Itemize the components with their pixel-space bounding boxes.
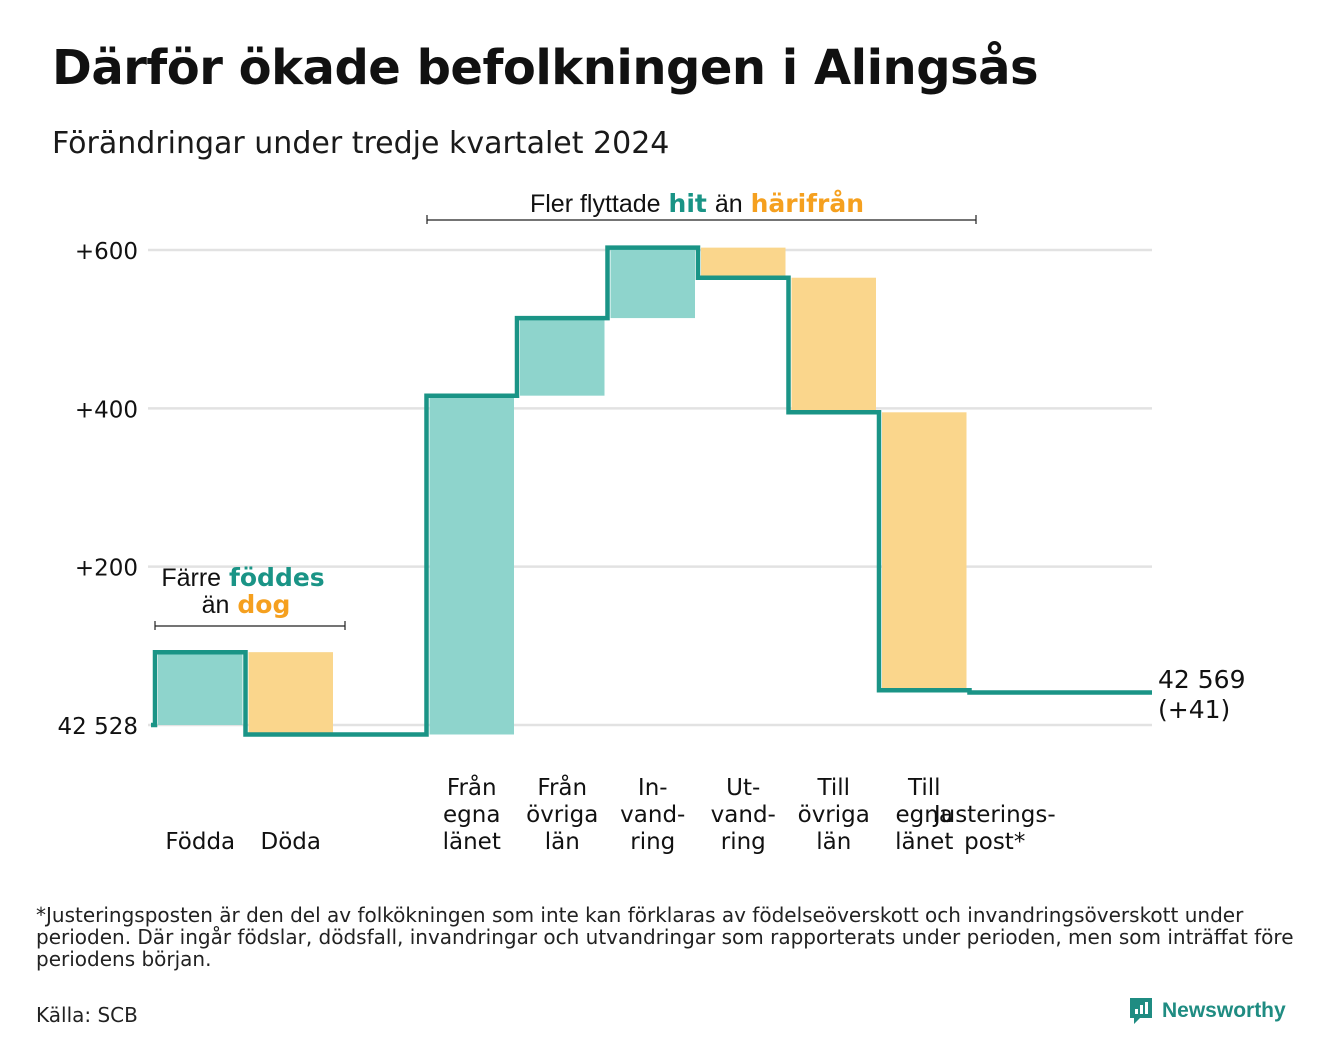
chart-title: Därför ökade befolkningen i Alingsås <box>52 40 1039 96</box>
x-label-till_ovriga: län <box>816 829 851 855</box>
x-label-invandring: ring <box>630 829 675 855</box>
bars <box>158 247 967 735</box>
end-value: 42 569 <box>1158 665 1245 694</box>
x-label-till_egna: Till <box>907 775 941 801</box>
x-label-invandring: In- <box>638 775 668 801</box>
x-label-doda: Döda <box>261 829 321 855</box>
y-tick-label: +200 <box>75 556 138 582</box>
bar-doda <box>248 652 333 735</box>
y-tick-label: 42 528 <box>58 714 138 740</box>
x-label-fran_ovriga: övriga <box>526 802 598 828</box>
brand-name: Newsworthy <box>1162 999 1286 1022</box>
migration-annotation-prefix: Fler flyttade <box>530 190 661 218</box>
newsworthy-logo-icon <box>1130 998 1152 1024</box>
bar-fran_ovriga <box>520 318 605 396</box>
x-label-justeringspost: post* <box>964 829 1025 855</box>
x-label-fran_egna: Från <box>447 773 497 801</box>
births-annotation-prefix: Färre <box>161 564 221 592</box>
bar-till_egna <box>882 412 967 691</box>
brand: Newsworthy <box>1128 996 1286 1026</box>
x-label-till_ovriga: Till <box>816 775 850 801</box>
cumulative-step-line <box>151 245 1152 737</box>
migration-annotation: Fler flyttade hit än härifrån <box>426 189 977 224</box>
x-label-invandring: vand- <box>620 802 685 828</box>
migration-annotation-highlight2: härifrån <box>751 189 864 218</box>
source: Källa: SCB <box>36 1003 138 1027</box>
births-bracket <box>154 621 346 630</box>
bar-invandring <box>610 247 695 319</box>
x-label-fran_ovriga: län <box>545 829 580 855</box>
migration-annotation-middle: än <box>715 190 743 218</box>
x-label-till_egna: egna <box>896 802 953 828</box>
annotations: Färre föddes än dog Fler flyttade hit än… <box>154 189 977 630</box>
x-label-utvandring: vand- <box>711 802 776 828</box>
births-annotation-highlight2: dog <box>237 590 290 619</box>
svg-text:Färre föddes: Färre föddes <box>161 563 324 592</box>
x-label-utvandring: ring <box>721 829 766 855</box>
x-axis-labels: Födda DödaFrånegnalänetFrånövrigalänIn-va… <box>165 773 1055 855</box>
svg-text:än dog: än dog <box>202 590 291 619</box>
x-label-till_ovriga: övriga <box>798 802 870 828</box>
chart-subtitle: Förändringar under tredje kvartalet 2024 <box>52 126 670 161</box>
y-tick-label: +400 <box>75 397 138 423</box>
bar-utvandring <box>701 247 786 278</box>
footnote: *Justeringsposten är den del av folkökni… <box>36 903 1294 971</box>
births-annotation-prefix2: än <box>202 591 230 619</box>
y-tick-label: +600 <box>75 239 138 265</box>
x-label-till_egna: länet <box>895 829 953 855</box>
x-label-fran_egna: länet <box>443 829 501 855</box>
x-label-justeringspost: Justerings- <box>932 802 1056 828</box>
births-annotation: Färre föddes än dog <box>154 563 346 630</box>
bar-till_ovriga <box>791 277 876 413</box>
migration-bracket <box>426 215 977 224</box>
y-axis-ticks: +600 +400 +200 42 528 <box>58 239 138 740</box>
x-label-utvandring: Ut- <box>726 775 760 801</box>
bar-fran_egna <box>429 395 514 735</box>
x-label-fran_ovriga: Från <box>537 773 587 801</box>
svg-text:Fler flyttade hit: Fler flyttade hit än härifrån <box>530 189 864 218</box>
x-label-fran_egna: egna <box>443 802 500 828</box>
births-annotation-highlight: föddes <box>229 563 325 592</box>
cumulative-line <box>151 245 1152 737</box>
bar-fodda <box>158 652 243 725</box>
x-label-fodda: Födda <box>165 829 235 855</box>
migration-annotation-highlight1: hit <box>669 189 707 218</box>
end-value-label: 42 569 (+41) <box>1158 665 1245 724</box>
end-change: (+41) <box>1158 695 1230 724</box>
